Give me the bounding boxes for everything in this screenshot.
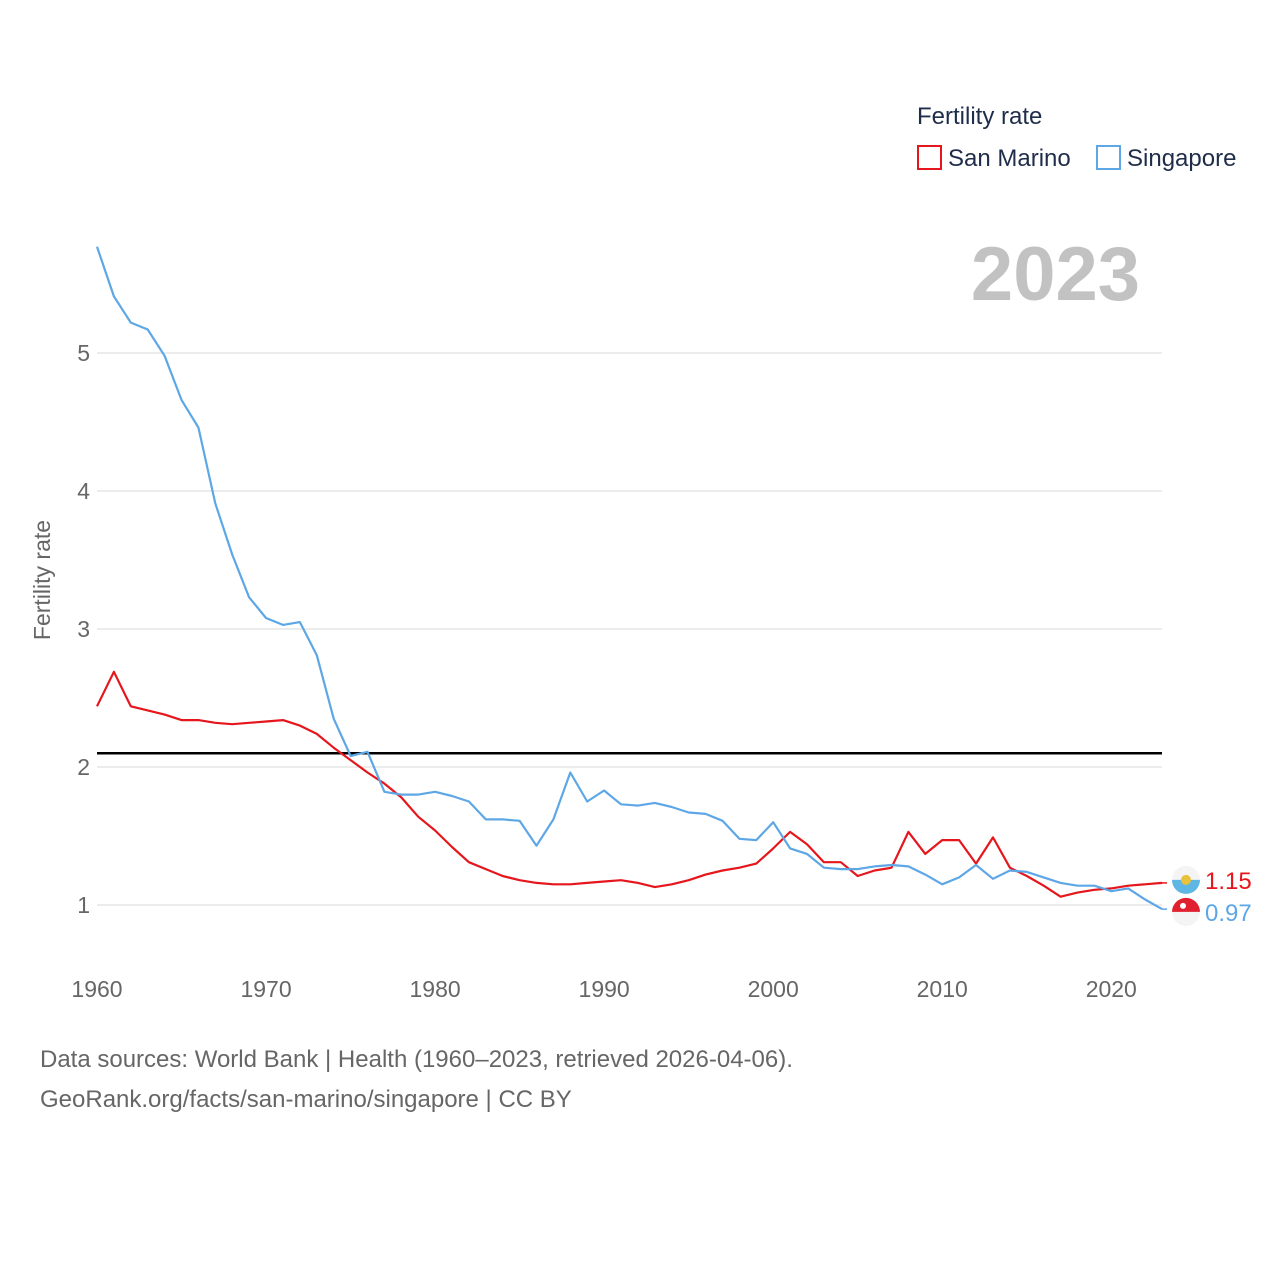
y-tick-label: 1	[77, 892, 90, 918]
data-sources-note: Data sources: World Bank | Health (1960–…	[40, 1046, 793, 1073]
x-tick-label: 1960	[71, 976, 122, 1002]
x-tick-label: 1970	[240, 976, 291, 1002]
legend-swatch-singapore	[1096, 145, 1121, 170]
x-tick-label: 1980	[410, 976, 461, 1002]
legend-label-singapore: Singapore	[1127, 145, 1236, 172]
year-label: 2023	[971, 232, 1140, 317]
legend-swatch-san-marino	[917, 145, 942, 170]
end-label-san-marino: 1.15	[1205, 868, 1252, 895]
y-axis-title: Fertility rate	[29, 520, 55, 640]
fertility-chart: 1 2 3 4 5 1960 1970 1980 1990 2000 2010 2020 Ferti…	[29, 103, 1252, 1002]
x-axis-ticks: 1960 1970 1980 1990 2000 2010 2020	[71, 976, 1136, 1002]
y-tick-label: 3	[77, 616, 90, 642]
x-tick-label: 2020	[1086, 976, 1137, 1002]
series-line-san-marino	[96, 670, 1163, 898]
x-tick-label: 2010	[917, 976, 968, 1002]
series-lines	[95, 246, 1167, 911]
legend: Fertility rate San Marino Singapore	[917, 103, 1236, 172]
y-tick-label: 5	[77, 340, 90, 366]
end-label-singapore: 0.97	[1205, 900, 1252, 927]
x-tick-label: 1990	[579, 976, 630, 1002]
san-marino-flag-icon	[1172, 865, 1200, 894]
series-line-singapore	[95, 246, 1163, 911]
y-tick-label: 2	[77, 754, 90, 780]
y-axis-ticks: 1 2 3 4 5	[77, 340, 90, 918]
x-tick-label: 2000	[748, 976, 799, 1002]
legend-label-san-marino: San Marino	[948, 145, 1071, 172]
grid-lines	[97, 352, 1162, 906]
singapore-flag-icon	[1172, 897, 1200, 926]
attribution-note: GeoRank.org/facts/san-marino/singapore |…	[40, 1086, 572, 1113]
legend-title: Fertility rate	[917, 103, 1042, 130]
y-tick-label: 4	[77, 478, 90, 504]
